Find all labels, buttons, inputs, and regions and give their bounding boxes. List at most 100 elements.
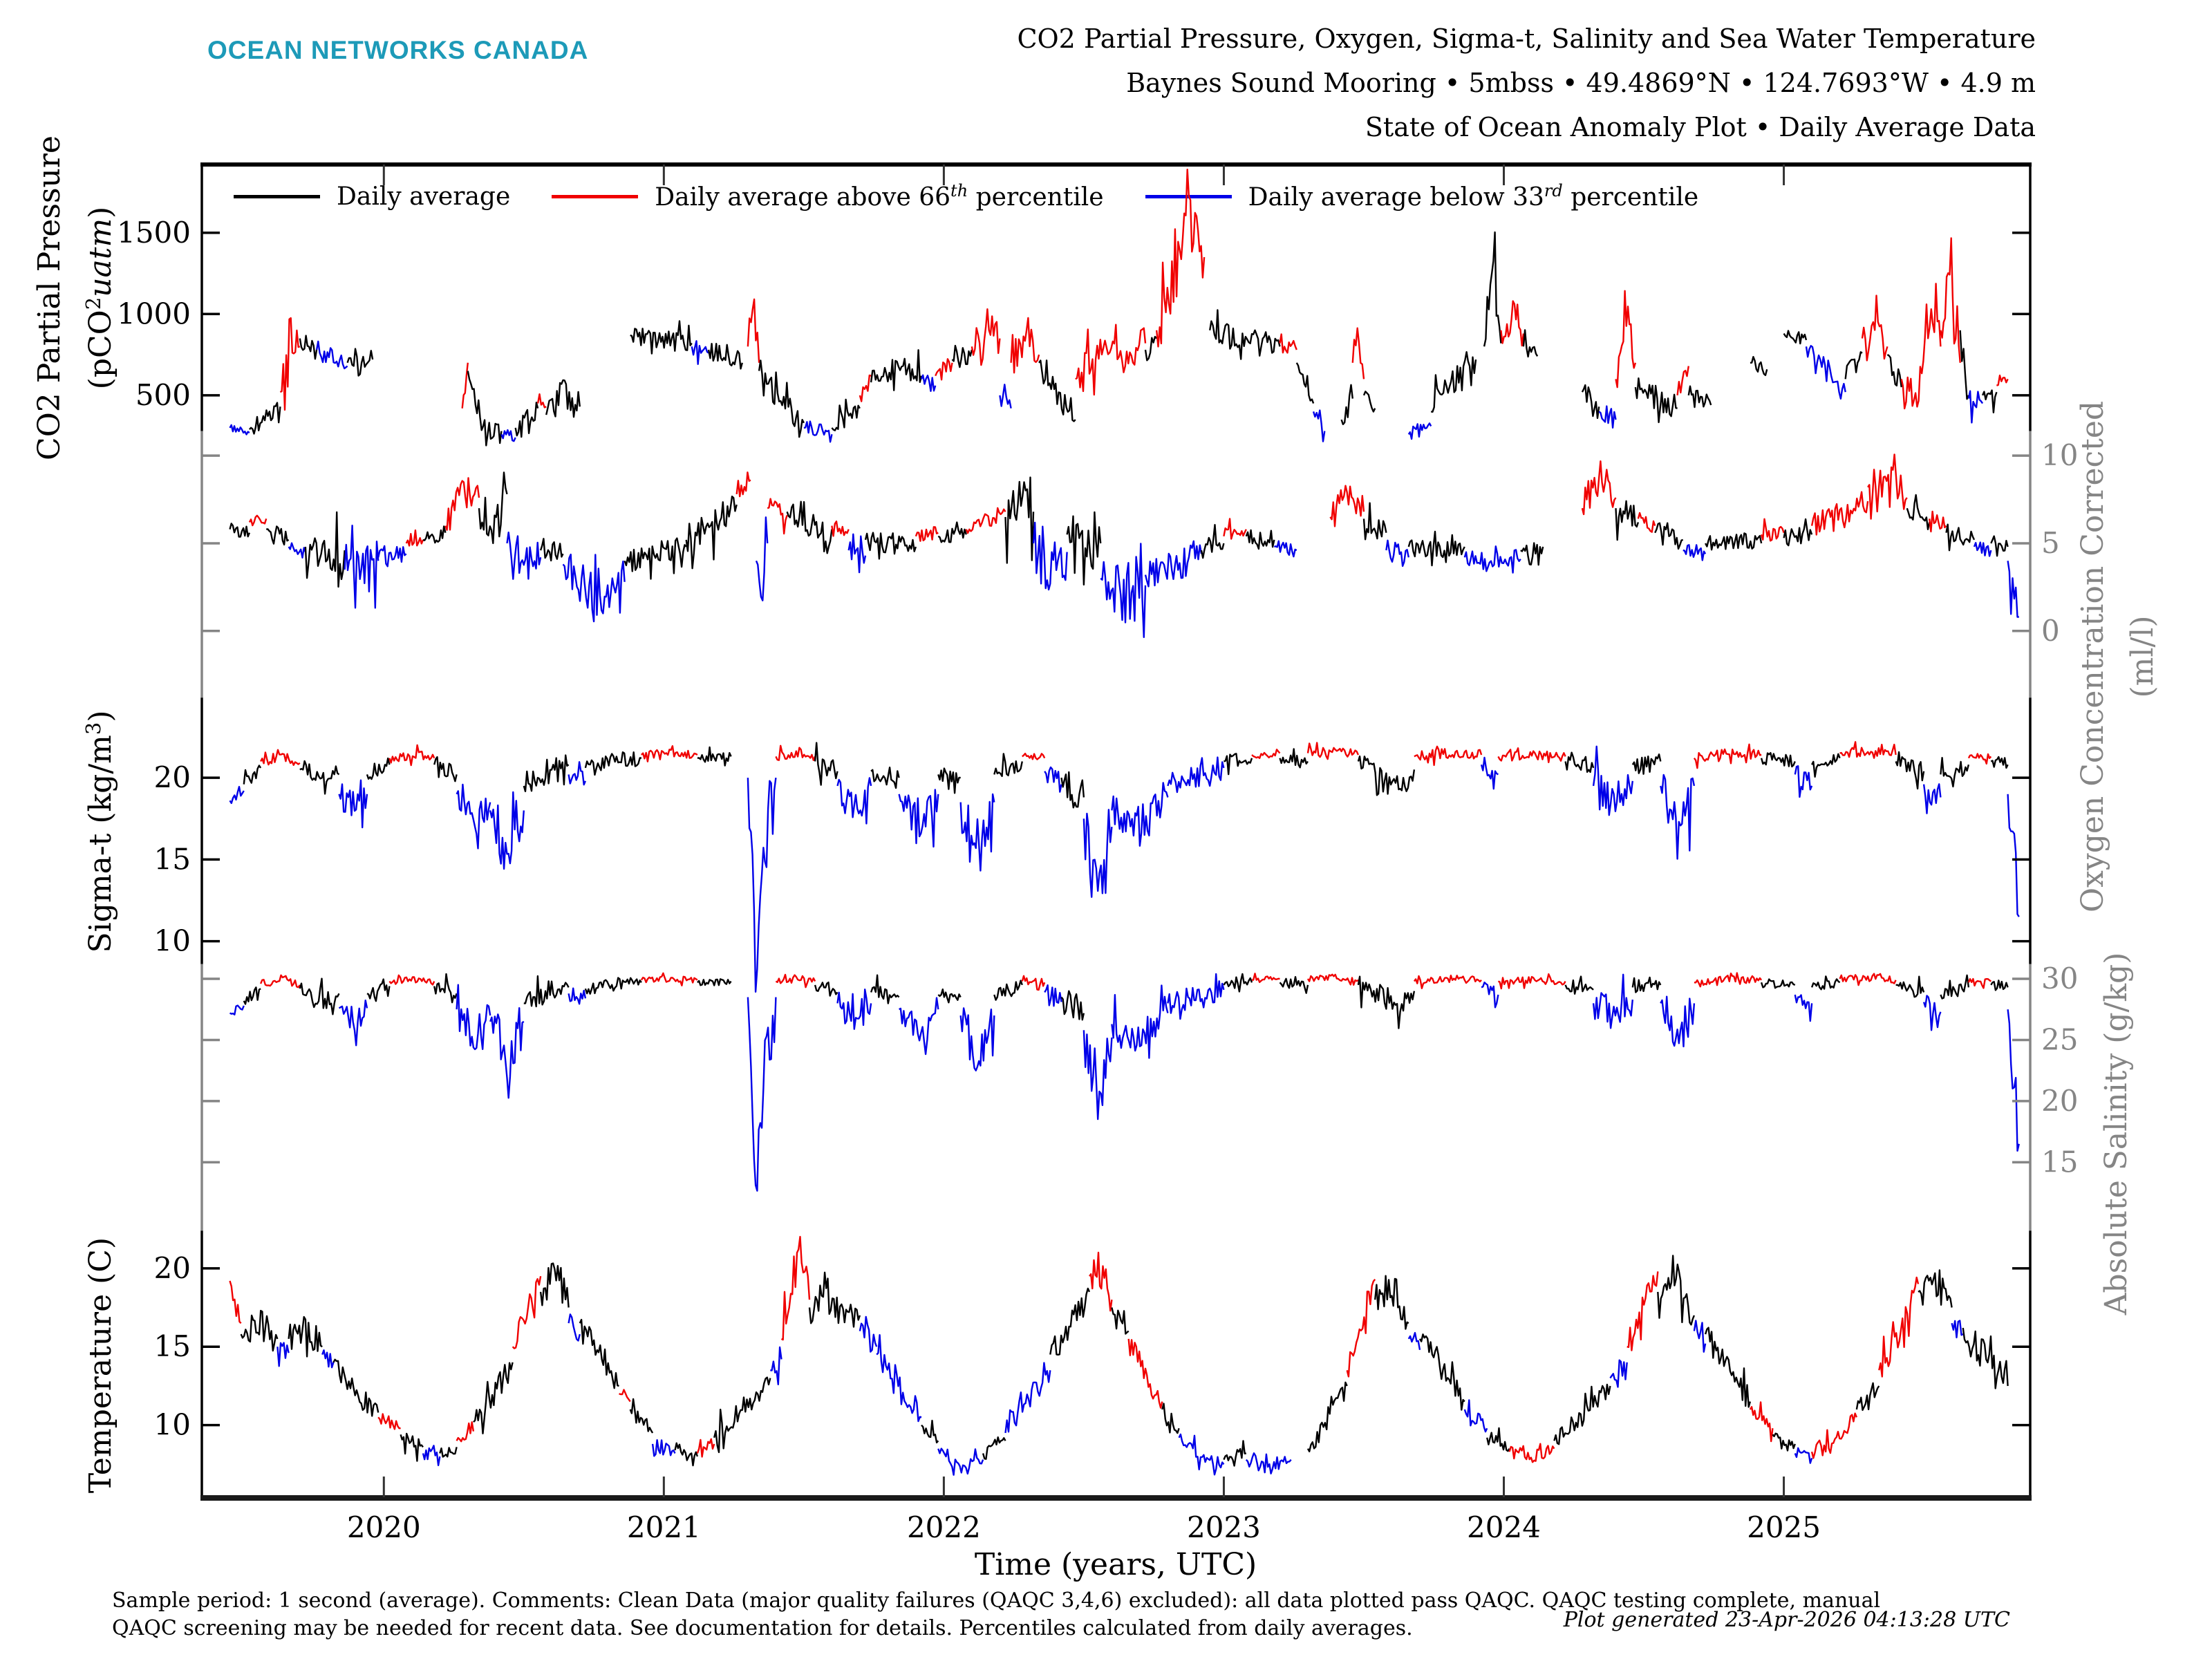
- segment-salinity-16: [775, 973, 816, 988]
- segment-salinity-39: [1592, 973, 1633, 1029]
- segment-oxygen-3: [288, 542, 307, 559]
- axis-title-oxygen: (ml/l): [2125, 615, 2160, 697]
- segment-co2-54: [1886, 354, 1902, 388]
- segment-oxygen-49: [1810, 491, 1869, 536]
- segment-oxygen-10: [478, 471, 508, 545]
- segment-salinity-3: [299, 977, 340, 1015]
- segment-oxygen-29: [1100, 543, 1147, 638]
- series-oxygen: [229, 453, 2019, 638]
- segment-sigma_t-40: [1631, 753, 1662, 775]
- segment-co2-58: [1967, 390, 1984, 424]
- segment-co2-13: [691, 340, 709, 365]
- segment-salinity-11: [568, 987, 587, 1005]
- y-tick-label-sigma_t: 10: [154, 924, 191, 958]
- segment-co2-11: [545, 379, 581, 418]
- segment-temperature-43: [1418, 1333, 1465, 1411]
- segment-temperature-27: [921, 1419, 939, 1444]
- segment-oxygen-30: [1144, 540, 1203, 588]
- segment-salinity-31: [1251, 973, 1280, 984]
- segment-oxygen-15: [685, 496, 738, 570]
- segment-temperature-39: [1306, 1381, 1348, 1452]
- segment-salinity-41: [1660, 995, 1696, 1048]
- axis-title-oxygen: Oxygen Concentration Corrected: [2075, 401, 2110, 912]
- segment-sigma_t-2: [260, 749, 301, 766]
- x-tick-label: 2022: [907, 1510, 981, 1544]
- segment-co2-52: [1844, 351, 1863, 379]
- y-tick-label-salinity: 15: [2041, 1145, 2078, 1179]
- segment-oxygen-4: [304, 511, 346, 588]
- y-tick-label-co2: 1000: [117, 297, 191, 330]
- segment-oxygen-0: [229, 523, 251, 538]
- segment-salinity-7: [433, 973, 458, 1004]
- y-tick-label-oxygen: 5: [2041, 526, 2060, 560]
- segment-co2-2: [279, 317, 301, 411]
- segment-temperature-51: [1693, 1320, 1707, 1353]
- segment-oxygen-35: [1329, 485, 1365, 527]
- segment-sigma_t-52: [2007, 794, 2020, 917]
- segment-temperature-52: [1704, 1327, 1752, 1408]
- segment-temperature-14: [568, 1313, 581, 1342]
- segment-oxygen-34: [1273, 540, 1297, 558]
- segment-salinity-0: [229, 1004, 245, 1015]
- top-spine: [200, 162, 2032, 167]
- segment-sigma_t-1: [243, 765, 262, 785]
- segment-sigma_t-20: [898, 789, 939, 848]
- segment-sigma_t-18: [836, 777, 872, 825]
- segment-temperature-40: [1346, 1278, 1376, 1378]
- segment-sigma_t-39: [1592, 745, 1633, 816]
- x-tick-label: 2023: [1187, 1510, 1261, 1544]
- segment-co2-12: [630, 320, 693, 355]
- segment-co2-29: [1144, 335, 1158, 362]
- segment-oxygen-2: [266, 525, 290, 546]
- segment-oxygen-13: [562, 553, 626, 623]
- segment-co2-24: [971, 308, 1001, 366]
- segment-co2-23: [951, 344, 973, 368]
- footer-comments: Sample period: 1 second (average). Comme…: [112, 1587, 1880, 1642]
- segment-co2-27: [1038, 359, 1076, 422]
- segment-oxygen-21: [847, 533, 867, 574]
- segment-salinity-14: [697, 978, 732, 986]
- segment-salinity-42: [1694, 972, 1763, 988]
- segment-temperature-24: [808, 1271, 861, 1328]
- segment-co2-53: [1861, 294, 1888, 362]
- segment-salinity-52: [2007, 1009, 2020, 1152]
- segment-co2-59: [1981, 389, 1998, 413]
- segment-temperature-9: [439, 1447, 458, 1458]
- segment-oxygen-20: [831, 521, 850, 537]
- segment-co2-50: [1783, 330, 1808, 345]
- segment-salinity-37: [1497, 973, 1566, 990]
- segment-co2-57: [1959, 330, 1969, 400]
- segment-salinity-40: [1631, 976, 1662, 993]
- segment-oxygen-27: [1032, 521, 1068, 591]
- segment-sigma_t-11: [568, 761, 587, 786]
- segment-co2-51: [1805, 345, 1846, 400]
- segment-co2-30: [1156, 169, 1206, 348]
- segment-sigma_t-21: [937, 767, 961, 794]
- segment-salinity-15: [747, 997, 777, 1192]
- segment-sigma_t-24: [1022, 753, 1046, 760]
- title-line-1: CO2 Partial Pressure, Oxygen, Sigma-t, S…: [1017, 24, 2036, 54]
- segment-temperature-16: [619, 1389, 631, 1403]
- title-line-2: Baynes Sound Mooring • 5mbss • 49.4869°N…: [1126, 68, 2036, 98]
- segment-sigma_t-44: [1794, 765, 1813, 798]
- segment-oxygen-24: [937, 521, 967, 543]
- segment-temperature-59: [1918, 1269, 1953, 1308]
- segment-oxygen-7: [405, 529, 424, 547]
- segment-co2-41: [1500, 300, 1525, 347]
- segment-salinity-6: [388, 974, 435, 986]
- segment-sigma_t-49: [1940, 757, 1970, 788]
- segment-temperature-10: [456, 1421, 475, 1443]
- segment-salinity-45: [1810, 975, 1841, 991]
- segment-oxygen-45: [1683, 544, 1707, 561]
- segment-salinity-21: [937, 988, 962, 1004]
- segment-salinity-48: [1922, 995, 1942, 1031]
- segment-oxygen-28: [1066, 511, 1102, 585]
- segment-sigma_t-4: [338, 779, 368, 829]
- segment-co2-36: [1351, 327, 1365, 379]
- y-tick-label-salinity: 20: [2041, 1084, 2078, 1118]
- segment-temperature-1: [240, 1309, 279, 1352]
- segment-temperature-3: [288, 1315, 323, 1358]
- segment-sigma_t-8: [456, 783, 491, 850]
- x-tick-label: 2020: [347, 1510, 421, 1544]
- segment-salinity-9: [489, 1007, 525, 1099]
